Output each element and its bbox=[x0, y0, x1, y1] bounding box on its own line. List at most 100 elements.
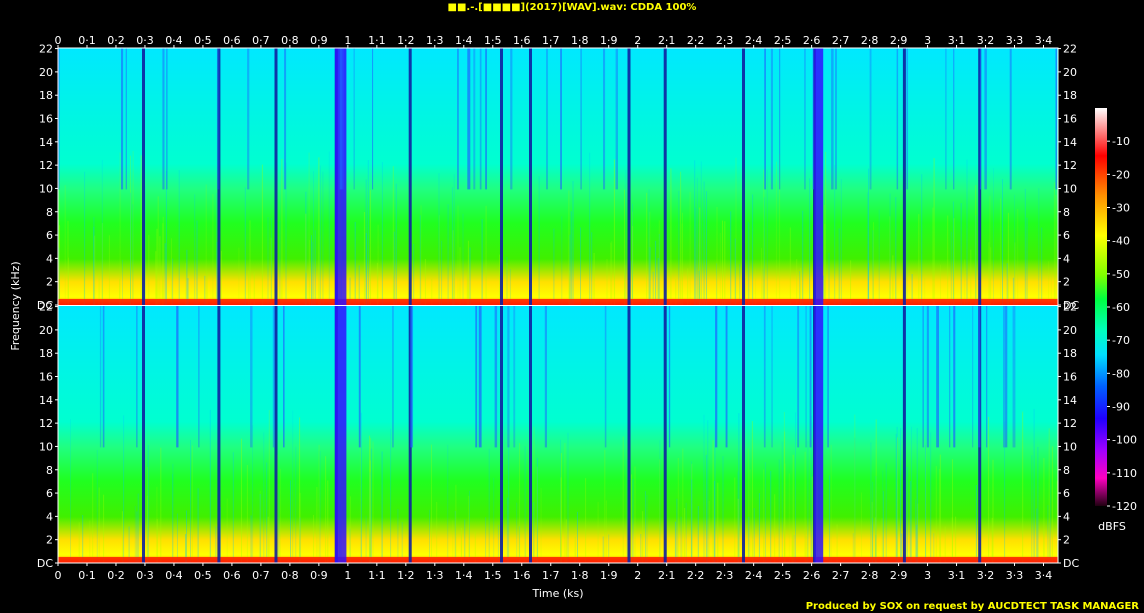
spectrogram-streak bbox=[247, 48, 250, 190]
spectrogram-texture bbox=[327, 480, 329, 563]
spectrogram-streak bbox=[176, 306, 179, 448]
spectrogram-texture bbox=[875, 475, 877, 563]
spectrogram-streak bbox=[507, 306, 510, 448]
spectrogram-texture bbox=[577, 511, 578, 563]
spectrogram-streak bbox=[339, 48, 343, 190]
x-tick-label-bottom: 0·3 bbox=[136, 569, 154, 582]
spectrogram-texture bbox=[775, 161, 777, 305]
spectrogram-texture bbox=[285, 162, 287, 305]
spectrogram-texture bbox=[401, 522, 403, 563]
spectrogram-texture bbox=[830, 444, 832, 563]
spectrogram-texture bbox=[652, 271, 654, 305]
spectrogram-streak bbox=[615, 48, 618, 190]
x-tick-label-bottom: 0·4 bbox=[165, 569, 183, 582]
spectrogram-texture bbox=[469, 490, 470, 563]
spectrogram-texture bbox=[593, 253, 595, 305]
spectrogram-texture bbox=[518, 526, 520, 563]
spectrogram-texture bbox=[708, 500, 710, 563]
spectrogram-streak bbox=[764, 48, 766, 190]
spectrogram-texture bbox=[906, 466, 908, 563]
spectrogram-texture bbox=[452, 230, 454, 305]
spectrogram-texture bbox=[1043, 458, 1045, 563]
spectrogram-texture bbox=[172, 463, 174, 563]
spectrogram-texture bbox=[392, 166, 394, 305]
spectrogram-texture bbox=[763, 535, 765, 563]
spectrogram-texture bbox=[454, 510, 456, 563]
y-tick-label-right: 10 bbox=[1063, 182, 1077, 195]
spectrogram-texture bbox=[156, 519, 158, 563]
spectrogram-texture bbox=[789, 227, 791, 305]
y-tick-label-right: 22 bbox=[1063, 43, 1077, 56]
spectrogram-texture bbox=[322, 171, 324, 305]
spectrogram-texture bbox=[807, 526, 808, 563]
spectrogram-streak bbox=[926, 306, 929, 448]
colorbar-tick-label: -10 bbox=[1112, 135, 1130, 148]
spectrogram-texture bbox=[172, 258, 174, 305]
spectrogram-streak bbox=[513, 306, 516, 448]
spectrogram-texture bbox=[261, 164, 263, 305]
spectrogram-texture bbox=[84, 171, 86, 305]
spectrogram-texture bbox=[466, 274, 468, 305]
spectrogram-texture bbox=[441, 240, 443, 305]
spectrogram-streak bbox=[510, 48, 513, 190]
spectrogram-texture bbox=[781, 441, 783, 563]
spectrogram-texture bbox=[68, 257, 69, 305]
colorbar-tick-label: -60 bbox=[1112, 301, 1130, 314]
spectrogram-texture bbox=[58, 247, 60, 305]
spectrogram-texture bbox=[299, 517, 301, 563]
spectrogram-texture bbox=[58, 181, 60, 305]
spectrogram-texture bbox=[101, 159, 103, 305]
spectrogram-texture bbox=[1056, 481, 1058, 563]
x-tick-label-bottom: 0 bbox=[55, 569, 62, 582]
spectrogram-texture bbox=[191, 445, 193, 563]
spectrogram-texture bbox=[314, 230, 316, 305]
x-tick-label-bottom: 0·1 bbox=[78, 569, 96, 582]
spectrogram-texture bbox=[431, 444, 432, 563]
spectrogram-streak bbox=[797, 306, 800, 448]
spectrogram-texture bbox=[659, 440, 661, 563]
x-tick-label-top: 2·7 bbox=[832, 34, 850, 47]
spectrogram-streak bbox=[986, 306, 988, 448]
spectrogram-texture bbox=[645, 491, 646, 563]
y-tick-label-right: 6 bbox=[1063, 229, 1070, 242]
spectrogram-texture bbox=[872, 481, 874, 563]
x-tick-label-bottom: 2·7 bbox=[832, 569, 850, 582]
credit-text: Produced by SOX on request by AUCDTECT T… bbox=[806, 601, 1140, 612]
y-tick-label-right: 4 bbox=[1063, 252, 1070, 265]
spectrogram-texture bbox=[205, 184, 207, 305]
spectrogram-texture bbox=[540, 488, 542, 563]
spectrogram-streak bbox=[342, 48, 344, 190]
spectrogram-texture bbox=[267, 516, 269, 563]
spectrogram-texture bbox=[901, 533, 903, 563]
spectrogram-texture bbox=[216, 242, 218, 305]
spectrogram-texture bbox=[682, 212, 683, 305]
spectrogram-streak bbox=[604, 306, 607, 448]
spectrogram-texture bbox=[674, 521, 676, 563]
channel-2-spectrogram bbox=[58, 306, 1058, 563]
spectrogram-texture bbox=[524, 446, 526, 563]
track-boundary bbox=[742, 306, 745, 563]
x-tick-label-bottom: 1 bbox=[344, 569, 351, 582]
spectrogram-texture bbox=[763, 469, 765, 563]
spectrogram-streak bbox=[805, 306, 807, 448]
spectrogram-texture bbox=[793, 534, 795, 563]
spectrogram-texture bbox=[763, 169, 765, 305]
spectrogram-texture bbox=[734, 477, 736, 563]
spectrogram-texture bbox=[570, 211, 572, 305]
spectrogram-texture bbox=[164, 243, 166, 305]
spectrogram-texture bbox=[155, 251, 157, 305]
y-tick-label-left: 22 bbox=[39, 301, 53, 314]
spectrogram-texture bbox=[252, 425, 254, 563]
spectrogram-texture bbox=[975, 485, 977, 563]
spectrogram-texture bbox=[783, 412, 785, 563]
x-tick-label-bottom: 2·9 bbox=[890, 569, 908, 582]
spectrogram-texture bbox=[481, 219, 483, 305]
spectrogram-streak bbox=[136, 306, 138, 448]
spectrogram-texture bbox=[712, 440, 714, 563]
x-tick-label-top: 3·1 bbox=[948, 34, 966, 47]
spectrogram-texture bbox=[452, 520, 454, 563]
spectrogram-texture bbox=[537, 458, 538, 563]
colorbar-label: dBFS bbox=[1098, 520, 1126, 533]
x-tick-label-bottom: 1·8 bbox=[571, 569, 589, 582]
spectrogram-texture bbox=[999, 198, 1001, 305]
